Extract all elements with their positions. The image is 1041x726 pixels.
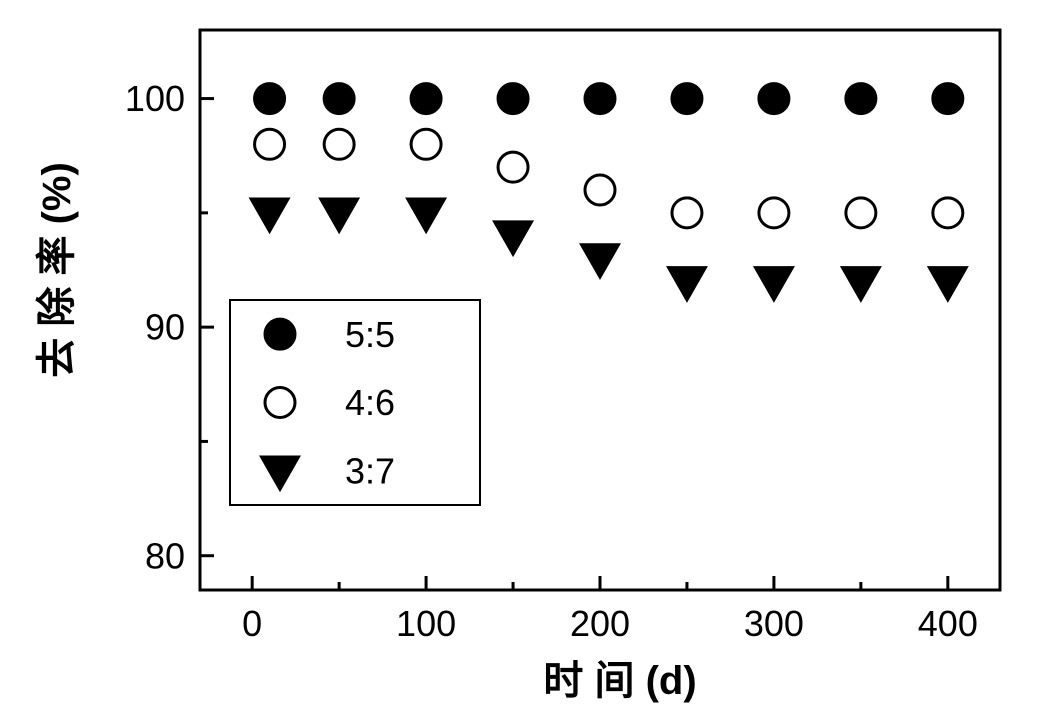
x-tick-label: 0 bbox=[242, 603, 262, 644]
data-point bbox=[324, 129, 354, 159]
data-point bbox=[324, 84, 354, 114]
data-point bbox=[759, 84, 789, 114]
data-point bbox=[846, 84, 876, 114]
data-point bbox=[933, 84, 963, 114]
x-tick-label: 100 bbox=[396, 603, 456, 644]
legend-marker-s46 bbox=[265, 388, 295, 418]
legend: 5:5 4:6 3:7 bbox=[230, 300, 480, 505]
x-tick-label: 400 bbox=[918, 603, 978, 644]
legend-label-s55: 5:5 bbox=[345, 314, 395, 355]
x-tick-label: 300 bbox=[744, 603, 804, 644]
y-axis-title: 去 除 率 (%) bbox=[35, 162, 79, 378]
data-point bbox=[498, 84, 528, 114]
data-point bbox=[255, 129, 285, 159]
x-tick-label: 200 bbox=[570, 603, 630, 644]
legend-marker-s55 bbox=[265, 319, 295, 349]
data-point bbox=[672, 84, 702, 114]
data-point bbox=[498, 152, 528, 182]
data-point bbox=[846, 198, 876, 228]
y-tick-label: 80 bbox=[145, 535, 185, 576]
x-axis-title: 时 间 (d) bbox=[543, 659, 696, 703]
legend-label-s46: 4:6 bbox=[345, 382, 395, 423]
y-tick-label: 90 bbox=[145, 307, 185, 348]
data-point bbox=[255, 84, 285, 114]
chart-container: 0 100 200 300 400 80 90 100 时 间 (d) 去 除 率 (%) 5:5 4… bbox=[0, 0, 1041, 726]
data-point bbox=[585, 175, 615, 205]
data-point bbox=[411, 84, 441, 114]
y-tick-label: 100 bbox=[125, 78, 185, 119]
legend-label-s37: 3:7 bbox=[345, 450, 395, 491]
data-point bbox=[411, 129, 441, 159]
data-point bbox=[672, 198, 702, 228]
data-point bbox=[585, 84, 615, 114]
data-point bbox=[759, 198, 789, 228]
data-point bbox=[933, 198, 963, 228]
scatter-chart: 0 100 200 300 400 80 90 100 时 间 (d) 去 除 率 (%) 5:5 4… bbox=[0, 0, 1041, 726]
